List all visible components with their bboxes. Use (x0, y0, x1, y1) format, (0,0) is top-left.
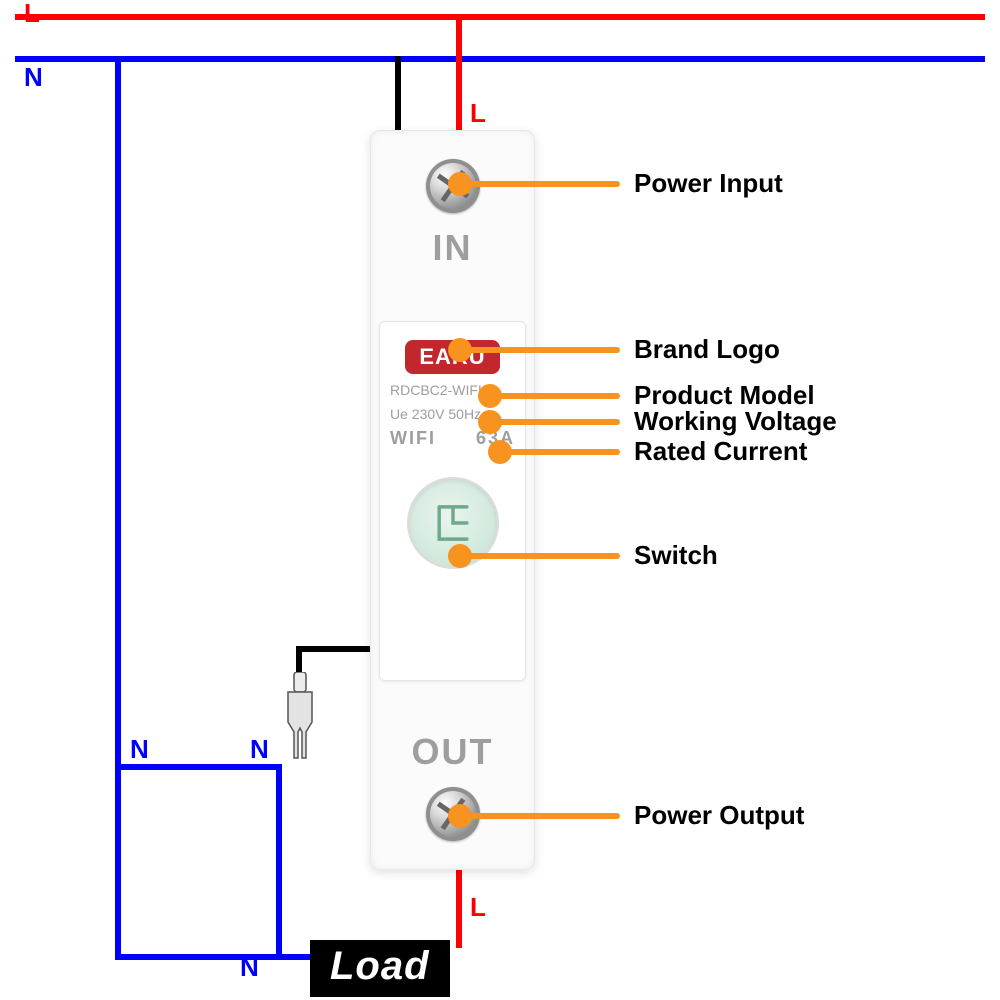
label-N-bottom: N (240, 952, 259, 983)
callout-dot-icon (478, 410, 502, 434)
callout-label: Working Voltage (634, 406, 837, 437)
label-L-out: L (470, 892, 486, 923)
rated-left: WIFI (390, 428, 436, 449)
callout-dot-icon (488, 440, 512, 464)
label-L-top: L (24, 0, 40, 29)
callout-rated-current: Rated Current (500, 436, 807, 467)
callout-label: Switch (634, 540, 718, 571)
callout-dot-icon (478, 384, 502, 408)
callout-power-output: Power Output (460, 800, 804, 831)
callout-line (460, 813, 620, 819)
wire-N_left_drop (115, 56, 121, 960)
callout-label: Brand Logo (634, 334, 780, 365)
wire-L_out_drop (456, 870, 462, 948)
wire-N_branch_v (276, 764, 282, 960)
spade-connector (282, 672, 318, 767)
callout-dot-icon (448, 544, 472, 568)
callout-brand-logo: Brand Logo (460, 334, 780, 365)
in-label: IN (433, 227, 473, 269)
callout-switch: Switch (460, 540, 718, 571)
callout-line (500, 449, 620, 455)
callout-label: Rated Current (634, 436, 807, 467)
callout-dot-icon (448, 172, 472, 196)
wire-N_to_load (115, 954, 315, 960)
out-label: OUT (412, 731, 494, 773)
callout-line (460, 181, 620, 187)
callout-dot-icon (448, 804, 472, 828)
callout-power-input: Power Input (460, 168, 783, 199)
label-N-spade: N (250, 734, 269, 765)
callout-line (490, 419, 620, 425)
label-L-in: L (470, 98, 486, 129)
breaker-device: IN EARU RDCBC2-WIFI Ue 230V 50Hz WIFI 63… (370, 130, 535, 870)
device-faceplate: EARU RDCBC2-WIFI Ue 230V 50Hz WIFI 63A (379, 321, 526, 681)
label-N-top: N (24, 62, 43, 93)
callout-dot-icon (448, 338, 472, 362)
wire-L_top_bar (15, 14, 985, 20)
wire-L_drop_in (456, 14, 462, 130)
callout-line (460, 553, 620, 559)
callout-line (460, 347, 620, 353)
load-box: Load (310, 940, 450, 997)
callout-label: Power Output (634, 800, 804, 831)
label-N-out-left: N (130, 734, 149, 765)
callout-working-voltage: Working Voltage (490, 406, 837, 437)
callout-line (490, 393, 620, 399)
callout-label: Power Input (634, 168, 783, 199)
wire-N_top_bar (15, 56, 985, 62)
